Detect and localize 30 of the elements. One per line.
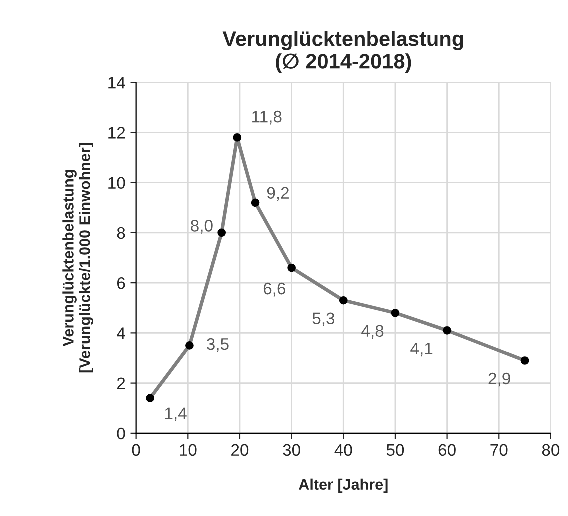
- x-tick-label: 80: [542, 444, 560, 456]
- y-tick-label: 0: [117, 428, 126, 440]
- x-tick-label: 60: [438, 444, 456, 456]
- x-tick-label: 70: [490, 444, 508, 456]
- y-tick-label: 2: [117, 378, 126, 390]
- data-label: 5,3: [312, 312, 335, 326]
- y-tick-label: 12: [108, 127, 126, 139]
- x-axis-title: Alter [Jahre]: [299, 478, 388, 494]
- data-label: 4,8: [362, 325, 384, 340]
- data-label: 11,8: [252, 110, 282, 125]
- x-tick-label: 30: [283, 444, 300, 456]
- data-label: 4,1: [410, 342, 433, 357]
- x-tick-label: 10: [180, 444, 197, 456]
- y-tick-label: 14: [108, 77, 126, 89]
- data-label: 6,6: [264, 282, 286, 297]
- data-label: 1,4: [165, 408, 187, 422]
- y-tick-label: 10: [108, 177, 126, 190]
- data-label: 3,5: [207, 338, 229, 352]
- y-tick-label: 6: [117, 277, 126, 290]
- x-tick-label: 50: [386, 444, 404, 456]
- data-label: 8,0: [191, 220, 213, 234]
- y-tick-label: 8: [117, 227, 126, 240]
- chart-title: Verunglücktenbelastung (∅ 2014-2018): [222, 31, 464, 73]
- y-tick-label: 4: [117, 328, 126, 340]
- data-label: 9,2: [267, 187, 289, 201]
- y-axis-title: Verunglücktenbelastung [Verunglückte/1.000 Einwohner]: [62, 143, 94, 373]
- data-label: 2,9: [488, 372, 510, 387]
- x-tick-label: 0: [132, 444, 140, 456]
- x-tick-label: 40: [334, 444, 352, 456]
- x-tick-label: 20: [232, 444, 249, 456]
